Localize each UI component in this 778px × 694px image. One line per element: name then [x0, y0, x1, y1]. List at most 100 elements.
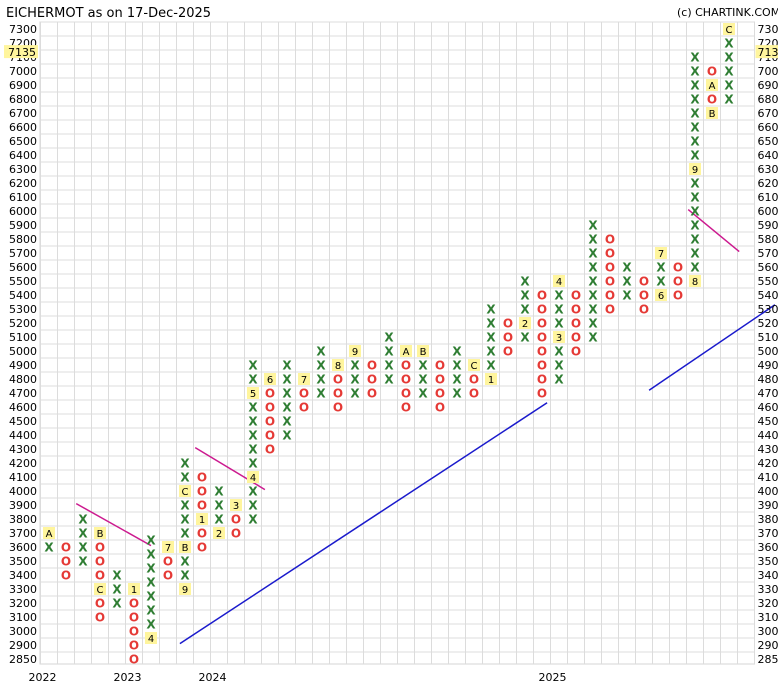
month-marker: 4	[556, 277, 562, 288]
month-marker-bg	[264, 373, 276, 385]
x-box: X	[180, 555, 190, 569]
y-tick-label-left: 5900	[9, 219, 37, 232]
month-marker: B	[709, 109, 716, 120]
y-tick-label-left: 4100	[9, 471, 37, 484]
o-box: O	[571, 289, 581, 303]
o-box: O	[537, 373, 547, 387]
month-marker: 1	[199, 515, 205, 526]
x-box: X	[520, 289, 530, 303]
y-tick-label-left: 7000	[9, 65, 37, 78]
y-tick-label-left: 6400	[9, 149, 37, 162]
x-box: X	[724, 37, 734, 51]
month-marker: 9	[692, 165, 698, 176]
current-price-label-left: 7135	[8, 46, 36, 59]
y-tick-label-right: 6500	[758, 135, 778, 148]
x-box: X	[690, 135, 700, 149]
month-marker-bg	[689, 163, 701, 175]
x-box: X	[690, 177, 700, 191]
month-marker: 3	[556, 333, 562, 344]
month-marker: 9	[352, 347, 358, 358]
o-box: O	[61, 555, 71, 569]
month-marker: 3	[233, 501, 239, 512]
o-box: O	[265, 415, 275, 429]
month-marker: 4	[148, 634, 154, 645]
y-tick-label-right: 4800	[758, 373, 778, 386]
o-box: O	[469, 387, 479, 401]
x-box: X	[112, 597, 122, 611]
x-box: X	[214, 499, 224, 513]
month-marker: 1	[488, 375, 494, 386]
month-marker-bg	[162, 541, 174, 553]
o-box: O	[537, 331, 547, 345]
o-box: O	[197, 527, 207, 541]
x-box: X	[724, 65, 734, 79]
x-box: X	[214, 513, 224, 527]
o-box: O	[129, 611, 139, 625]
x-box: X	[282, 415, 292, 429]
o-box: O	[95, 569, 105, 583]
y-tick-label-right: 5300	[758, 303, 778, 316]
y-tick-label-left: 2900	[9, 639, 37, 652]
y-tick-label-left: 6200	[9, 177, 37, 190]
y-tick-label-right: 3200	[758, 597, 778, 610]
month-marker-bg	[553, 275, 565, 287]
x-box: X	[78, 555, 88, 569]
o-box: O	[537, 387, 547, 401]
y-tick-label-left: 5300	[9, 303, 37, 316]
month-marker: 8	[692, 277, 698, 288]
y-tick-label-right: 3400	[758, 569, 778, 582]
y-tick-label-right: 2900	[758, 639, 778, 652]
x-box: X	[690, 247, 700, 261]
x-box: X	[622, 261, 632, 275]
x-box: X	[282, 359, 292, 373]
x-box: X	[180, 457, 190, 471]
x-box: X	[248, 373, 258, 387]
o-box: O	[435, 401, 445, 415]
o-box: O	[639, 303, 649, 317]
y-tick-label-left: 3300	[9, 583, 37, 596]
month-marker: C	[471, 361, 478, 372]
x-box: X	[554, 317, 564, 331]
month-marker-bg	[689, 275, 701, 287]
o-box: O	[401, 373, 411, 387]
y-tick-label-left: 6300	[9, 163, 37, 176]
y-tick-label-left: 4000	[9, 485, 37, 498]
y-tick-label-left: 6700	[9, 107, 37, 120]
resistance-trend-line	[687, 209, 740, 253]
pnf-columns: XAOOOXXXXBOOOCOOXXX1OOOOO4XXXXXXX7OO9XXB…	[43, 23, 735, 667]
support-trend-line	[179, 402, 548, 645]
x-box: X	[554, 359, 564, 373]
month-marker-bg	[485, 373, 497, 385]
o-box: O	[95, 541, 105, 555]
x-box: X	[146, 590, 156, 604]
y-tick-label-right: 5100	[758, 331, 778, 344]
y-tick-label-right: 5200	[758, 317, 778, 330]
month-marker-bg	[655, 289, 667, 301]
month-marker: A	[46, 529, 53, 540]
month-marker-bg	[519, 317, 531, 329]
o-box: O	[231, 527, 241, 541]
o-box: O	[503, 317, 513, 331]
y-tick-label-left: 5100	[9, 331, 37, 344]
month-marker: 2	[216, 529, 222, 540]
x-box: X	[690, 93, 700, 107]
o-box: O	[265, 443, 275, 457]
x-box: X	[588, 275, 598, 289]
month-marker: C	[182, 487, 189, 498]
month-marker: A	[709, 81, 716, 92]
y-tick-label-left: 4200	[9, 457, 37, 470]
x-box: X	[384, 359, 394, 373]
o-box: O	[537, 345, 547, 359]
o-box: O	[265, 387, 275, 401]
month-marker: C	[97, 585, 104, 596]
x-year-label: 2025	[539, 671, 567, 684]
o-box: O	[129, 625, 139, 639]
year-axis: 2022 2023 2024 2025	[29, 671, 567, 684]
month-marker-bg	[298, 373, 310, 385]
y-tick-label-right: 3800	[758, 513, 778, 526]
month-marker: 1	[131, 585, 137, 596]
y-tick-label-right: 3700	[758, 527, 778, 540]
o-box: O	[673, 261, 683, 275]
y-tick-label-left: 6800	[9, 93, 37, 106]
